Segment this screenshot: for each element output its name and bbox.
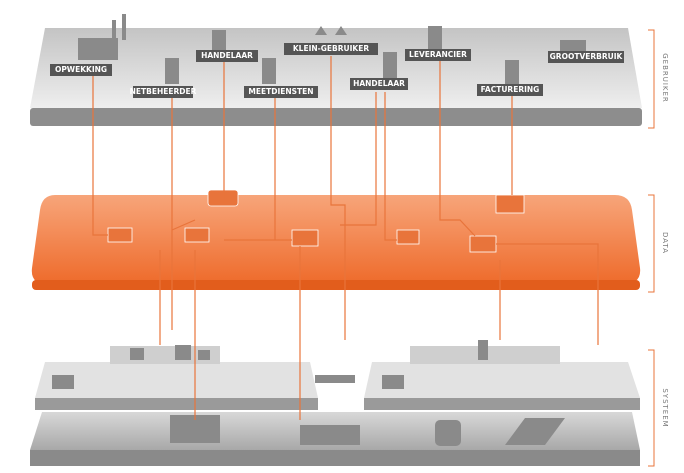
layer-label: GEBRUIKER <box>661 53 669 103</box>
diagram: OPWEKKING NETBEHEERDER HANDELAAR MEETDIE… <box>0 0 684 473</box>
role-label: HANDELAAR <box>201 51 253 60</box>
layer-label: DATA <box>661 232 669 254</box>
layer-label: SYSTEEM <box>661 388 669 427</box>
layer-systeem <box>30 346 640 466</box>
layer-data <box>32 195 640 290</box>
role-label: KLEIN-GEBRUIKER <box>293 44 369 53</box>
role-label: FACTURERING <box>481 85 540 94</box>
role-label: NETBEHEERDER <box>130 87 197 96</box>
brackets <box>648 30 654 466</box>
role-label: OPWEKKING <box>55 65 107 74</box>
role-label: MEETDIENSTEN <box>248 87 313 96</box>
role-label: LEVERANCIER <box>409 50 467 59</box>
role-label: GROOTVERBRUIK <box>550 52 624 61</box>
layer-gebruiker <box>30 28 642 126</box>
role-label: HANDELAAR <box>353 79 405 88</box>
